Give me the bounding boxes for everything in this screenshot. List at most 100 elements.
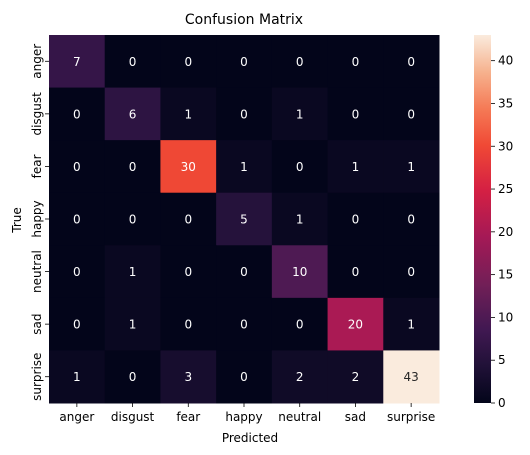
colorbar-tick-label: 0	[498, 396, 506, 410]
cell-neutral-happy	[216, 245, 273, 299]
cell-surprise-happy	[216, 350, 273, 404]
cell-happy-fear	[160, 192, 217, 246]
cell-happy-anger	[49, 192, 106, 246]
cell-value-label: 10	[292, 265, 307, 279]
cell-disgust-anger	[49, 87, 106, 141]
cell-disgust-surprise	[383, 87, 440, 141]
colorbar-tick-label: 35	[498, 96, 513, 110]
cell-value-label: 6	[129, 107, 137, 121]
cell-neutral-anger	[49, 245, 106, 299]
cell-value-label: 0	[407, 265, 415, 279]
colorbar-tick-label: 30	[498, 139, 513, 153]
cell-value-label: 1	[73, 370, 81, 384]
cell-neutral-neutral	[271, 245, 329, 299]
cell-neutral-fear	[160, 245, 217, 299]
cell-anger-disgust	[104, 35, 161, 89]
cell-value-label: 0	[296, 160, 304, 174]
x-tick-label: fear	[176, 410, 200, 424]
colorbar-ticks: 0 5 10 15 20 25 30 35 40	[491, 54, 513, 410]
colorbar-tick-label: 25	[498, 182, 513, 196]
heatmap-cell-labels: 7 0 0 0 0 0 00 6 1 0 1 0 00 0 30 1 0 1 10 0 0 5 1 0 00 1 0 0 10 0 00 1 0…	[73, 55, 419, 384]
colorbar	[474, 35, 491, 403]
cell-fear-sad	[327, 140, 384, 194]
cell-surprise-surprise	[383, 350, 440, 404]
cell-anger-anger	[49, 35, 106, 89]
cell-happy-disgust	[104, 192, 161, 246]
cell-value-label: 0	[129, 213, 137, 227]
cell-value-label: 0	[184, 318, 192, 332]
cell-value-label: 0	[184, 55, 192, 69]
cell-value-label: 0	[296, 55, 304, 69]
cell-value-label: 1	[407, 318, 415, 332]
cell-value-label: 0	[352, 107, 360, 121]
cell-happy-surprise	[383, 192, 440, 246]
cell-value-label: 0	[240, 107, 248, 121]
x-tick-label: disgust	[111, 410, 155, 424]
cell-value-label: 1	[296, 213, 304, 227]
cell-value-label: 0	[129, 370, 137, 384]
cell-value-label: 0	[73, 160, 81, 174]
cell-surprise-sad	[327, 350, 384, 404]
cell-value-label: 1	[240, 160, 248, 174]
x-tick-label: sad	[345, 410, 366, 424]
x-tick-label: anger	[59, 410, 94, 424]
cell-happy-happy	[216, 192, 273, 246]
cell-value-label: 0	[407, 213, 415, 227]
cell-value-label: 0	[73, 107, 81, 121]
colorbar-tick-label: 20	[498, 225, 513, 239]
x-axis-label: Predicted	[222, 431, 278, 445]
cell-value-label: 0	[240, 318, 248, 332]
cell-neutral-disgust	[104, 245, 161, 299]
cell-surprise-neutral	[271, 350, 329, 404]
cell-happy-neutral	[271, 192, 329, 246]
cell-surprise-fear	[160, 350, 217, 404]
cell-anger-fear	[160, 35, 217, 89]
cell-sad-sad	[327, 297, 384, 351]
cell-disgust-disgust	[104, 87, 161, 141]
cell-disgust-happy	[216, 87, 273, 141]
cell-surprise-anger	[49, 350, 106, 404]
cell-value-label: 0	[184, 213, 192, 227]
cell-value-label: 0	[240, 55, 248, 69]
cell-disgust-neutral	[271, 87, 329, 141]
cell-sad-fear	[160, 297, 217, 351]
cell-value-label: 2	[352, 370, 360, 384]
cell-happy-sad	[327, 192, 384, 246]
cell-value-label: 0	[352, 55, 360, 69]
x-tick-label: surprise	[387, 410, 435, 424]
cell-sad-happy	[216, 297, 273, 351]
chart-title: Confusion Matrix	[185, 12, 303, 28]
y-tick-label: sad	[30, 314, 44, 335]
cell-value-label: 20	[348, 318, 363, 332]
colorbar-tick-label: 5	[498, 353, 506, 367]
cell-fear-happy	[216, 140, 273, 194]
cell-value-label: 1	[352, 160, 360, 174]
x-axis-ticks: anger disgust fear happy neutral sad surprise	[59, 403, 435, 424]
cell-value-label: 7	[73, 55, 81, 69]
cell-sad-surprise	[383, 297, 440, 351]
cell-fear-fear	[160, 140, 217, 194]
cell-fear-neutral	[271, 140, 329, 194]
cell-neutral-sad	[327, 245, 384, 299]
cell-value-label: 3	[184, 370, 192, 384]
cell-value-label: 0	[129, 160, 137, 174]
cell-value-label: 0	[352, 265, 360, 279]
heatmap-cells	[49, 35, 440, 404]
cell-anger-neutral	[271, 35, 329, 89]
cell-value-label: 0	[73, 213, 81, 227]
cell-anger-surprise	[383, 35, 440, 89]
y-tick-label: anger	[30, 44, 44, 79]
colorbar-tick-label: 10	[498, 310, 513, 324]
cell-value-label: 1	[184, 107, 192, 121]
cell-value-label: 0	[73, 318, 81, 332]
cell-sad-disgust	[104, 297, 161, 351]
cell-value-label: 1	[129, 265, 137, 279]
cell-fear-anger	[49, 140, 106, 194]
cell-value-label: 0	[352, 213, 360, 227]
cell-fear-surprise	[383, 140, 440, 194]
cell-fear-disgust	[104, 140, 161, 194]
cell-sad-neutral	[271, 297, 329, 351]
y-axis-ticks: anger disgust fear happy neutral sad surprise	[30, 44, 49, 401]
cell-value-label: 0	[407, 55, 415, 69]
